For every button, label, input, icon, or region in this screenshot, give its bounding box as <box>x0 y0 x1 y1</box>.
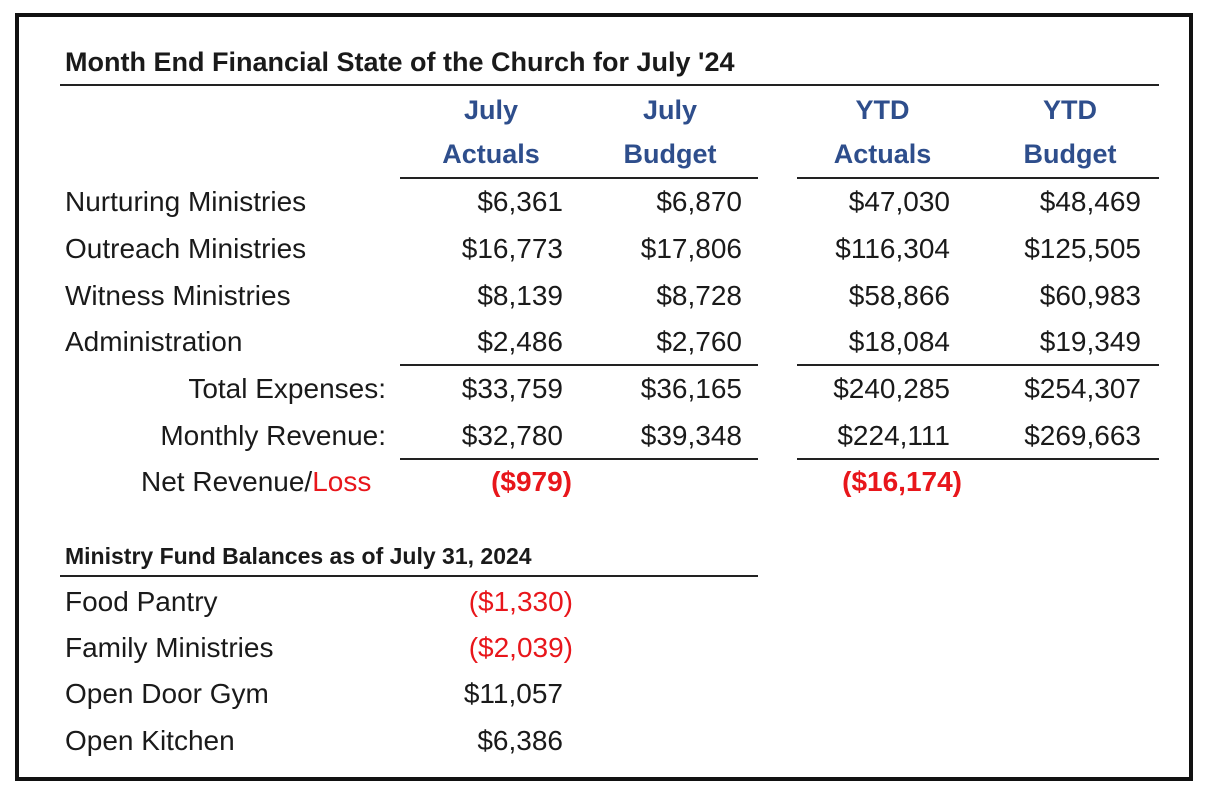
cell-ytd-actuals: $58,866 <box>848 280 950 311</box>
cell-ytd-budget: $48,469 <box>1039 186 1141 217</box>
fund-label: Open Door Gym <box>65 678 269 709</box>
total-expenses-label: Total Expenses: <box>188 373 386 404</box>
header-rule-ytd <box>797 177 1159 179</box>
fund-label: Food Pantry <box>65 586 218 617</box>
row-label: Nurturing Ministries <box>65 186 307 217</box>
cell-ytd-actuals: $224,111 <box>837 420 950 451</box>
net-july-actuals: ($979) <box>491 466 572 497</box>
cell-july-actuals: $33,759 <box>461 373 563 404</box>
subtotal-rule-ytd <box>797 364 1159 366</box>
fund-label: Family Ministries <box>65 632 274 663</box>
net-rule-ytd <box>797 458 1159 460</box>
cell-ytd-actuals: $116,304 <box>835 233 950 264</box>
report-frame <box>15 13 1193 781</box>
header-ytd-actuals-line2: Actuals <box>833 139 932 169</box>
fund-value: $6,386 <box>477 725 563 756</box>
cell-ytd-budget: $60,983 <box>1039 280 1141 311</box>
cell-july-budget: $6,870 <box>656 186 742 217</box>
row-label: Witness Ministries <box>65 280 291 311</box>
report-title: Month End Financial State of the Church … <box>65 47 735 77</box>
cell-july-budget: $17,806 <box>640 233 742 264</box>
header-rule-july <box>400 177 758 179</box>
fund-label: Open Kitchen <box>65 725 235 756</box>
cell-ytd-budget: $19,349 <box>1039 326 1141 357</box>
net-ytd-actuals: ($16,174) <box>842 466 962 497</box>
header-ytd-budget-line2: Budget <box>1023 139 1117 169</box>
header-july-actuals-line2: Actuals <box>442 139 540 169</box>
net-rule-july <box>400 458 758 460</box>
cell-ytd-actuals: $47,030 <box>848 186 950 217</box>
row-label: Administration <box>65 326 243 357</box>
fund-value: ($1,330) <box>468 586 573 617</box>
fund-value: $11,057 <box>463 678 563 709</box>
cell-july-budget: $2,760 <box>656 326 742 357</box>
header-july-budget-line1: July <box>642 95 698 125</box>
cell-july-actuals: $16,773 <box>461 233 563 264</box>
header-ytd-budget-line1: YTD <box>1043 95 1097 125</box>
net-revenue-label: Net Revenue/Loss <box>141 466 371 498</box>
cell-july-actuals: $6,361 <box>477 186 563 217</box>
cell-july-actuals: $8,139 <box>477 280 563 311</box>
net-revenue-prefix: Net Revenue/ <box>141 466 313 497</box>
net-loss-word: Loss <box>312 466 372 497</box>
title-underline <box>60 84 1159 86</box>
cell-ytd-budget: $269,663 <box>1024 420 1141 451</box>
cell-ytd-budget: $254,307 <box>1024 373 1141 404</box>
fund-value: ($2,039) <box>468 632 573 663</box>
subtotal-rule-july <box>400 364 758 366</box>
cell-ytd-actuals: $240,285 <box>833 373 950 404</box>
cell-ytd-actuals: $18,084 <box>848 326 950 357</box>
fund-balances-title: Ministry Fund Balances as of July 31, 20… <box>65 543 532 569</box>
cell-july-budget: $8,728 <box>656 280 742 311</box>
cell-july-budget: $36,165 <box>640 373 742 404</box>
row-label: Outreach Ministries <box>65 233 307 264</box>
cell-july-actuals: $32,780 <box>461 420 563 451</box>
cell-ytd-budget: $125,505 <box>1024 233 1141 264</box>
header-ytd-actuals-line1: YTD <box>855 95 910 125</box>
monthly-revenue-label: Monthly Revenue: <box>160 420 386 451</box>
cell-july-actuals: $2,486 <box>477 326 563 357</box>
header-july-budget-line2: Budget <box>623 139 717 169</box>
header-july-actuals-line1: July <box>463 95 519 125</box>
fund-balances-underline <box>60 575 758 577</box>
cell-july-budget: $39,348 <box>640 420 742 451</box>
